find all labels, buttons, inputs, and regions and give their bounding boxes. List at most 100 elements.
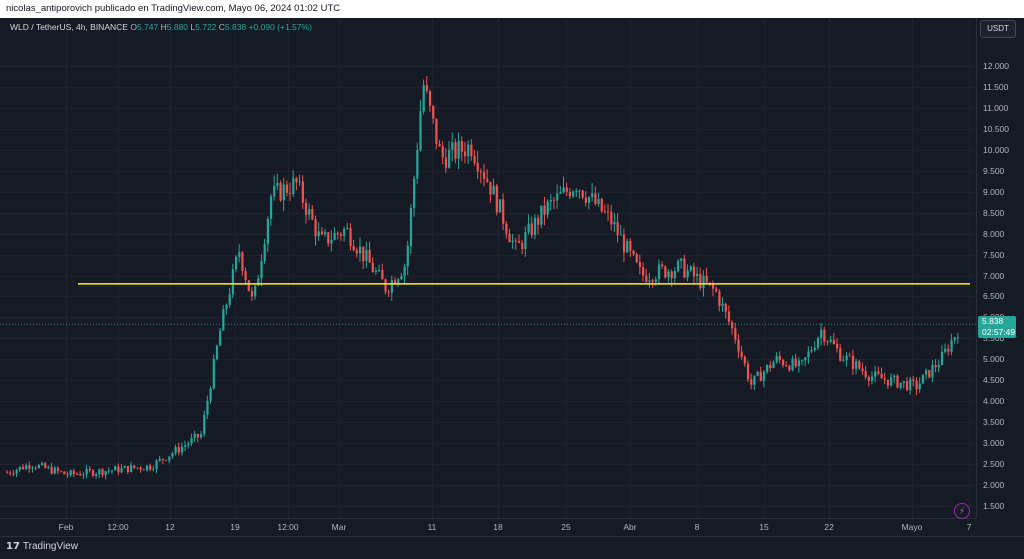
candle-body <box>110 470 114 472</box>
candle-body <box>136 467 139 469</box>
price-label: 11.500 <box>983 81 1009 92</box>
close-label: C <box>218 22 225 32</box>
candle-body <box>31 467 34 469</box>
candle-body <box>241 252 244 272</box>
grid-line <box>0 296 976 298</box>
price-label: 6.500 <box>983 291 1005 302</box>
grid-line <box>339 18 340 518</box>
candle-body <box>349 228 352 246</box>
candle-body <box>238 252 241 257</box>
candle-body <box>56 467 60 472</box>
candle-body <box>311 208 314 220</box>
grid-line <box>0 380 976 382</box>
candle-body <box>597 198 600 205</box>
candle-body <box>352 245 355 251</box>
candlestick-series <box>0 75 976 480</box>
candle-body <box>448 149 451 168</box>
candle-body <box>505 223 508 234</box>
grid-line <box>0 338 976 340</box>
price-label: 9.000 <box>983 186 1005 197</box>
candle-body <box>98 469 101 475</box>
candle-body <box>91 470 95 476</box>
candle-body <box>378 269 381 271</box>
candle-body <box>937 365 940 368</box>
grid-line <box>0 66 976 67</box>
candle-body <box>139 467 142 470</box>
candle-body <box>886 379 890 386</box>
candle-body <box>419 111 422 151</box>
candle-body <box>950 340 953 352</box>
candle-body <box>333 232 336 240</box>
grid-line <box>0 233 976 235</box>
currency-button[interactable]: USDT <box>980 20 1016 38</box>
candle-body <box>715 288 718 292</box>
candle-body <box>797 360 801 367</box>
candle-body <box>171 453 174 457</box>
price-scale[interactable] <box>976 18 1024 518</box>
grid-line <box>432 18 433 518</box>
candle-body <box>187 443 190 446</box>
candle-body <box>409 207 413 246</box>
candle-body <box>34 467 37 469</box>
candle-body <box>498 199 502 213</box>
candle-body <box>196 433 200 438</box>
current-price: 5.838 <box>982 316 1004 326</box>
low-label: L <box>190 22 196 32</box>
candle-body <box>925 369 928 375</box>
tradingview-logo-icon: 𝟭𝟳 <box>6 541 20 552</box>
grid-line <box>566 18 567 518</box>
candle-body <box>521 242 524 250</box>
candle-body <box>511 240 514 243</box>
low-value: 5.722 <box>195 22 217 32</box>
candle-body <box>848 355 851 357</box>
candle-body <box>756 371 759 376</box>
candle-body <box>15 469 18 474</box>
time-axis[interactable] <box>0 518 976 537</box>
price-label: 5.500 <box>983 333 1005 344</box>
candle-body <box>12 473 15 475</box>
candle-body <box>123 466 126 468</box>
bar-countdown: 02:57:49 <box>982 327 1016 337</box>
candle-body <box>746 363 750 380</box>
time-label: Feb <box>58 522 74 532</box>
candle-body <box>826 341 829 343</box>
candle-body <box>250 290 254 297</box>
chart-pane[interactable] <box>0 18 976 518</box>
candle-body <box>918 383 921 390</box>
candle-body <box>696 273 699 277</box>
candle-body <box>247 280 250 291</box>
candle-body <box>130 465 133 473</box>
candle-body <box>330 239 333 244</box>
candle-body <box>114 466 117 471</box>
candle-body <box>104 471 107 476</box>
candle-body <box>9 472 12 474</box>
tradingview-brand[interactable]: 𝟭𝟳 TradingView <box>6 541 78 552</box>
candle-body <box>502 199 505 224</box>
lightning-icon[interactable]: ⚡ <box>954 503 970 519</box>
candle-body <box>670 271 673 279</box>
grid-line <box>288 18 289 518</box>
candle-body <box>460 140 463 152</box>
candle-body <box>651 280 654 283</box>
symbol-legend: WLD / TetherUS, 4h, BINANCE O5.747 H5.88… <box>10 22 312 32</box>
candle-body <box>899 382 902 388</box>
candle-body <box>530 223 533 236</box>
candle-body <box>393 280 397 285</box>
grid-line <box>0 317 976 319</box>
time-label: 18 <box>493 522 503 532</box>
candle-body <box>53 467 56 474</box>
candle-body <box>807 351 810 358</box>
candle-body <box>346 228 349 229</box>
candle-body <box>152 468 155 470</box>
candle-body <box>928 369 931 378</box>
candle-body <box>63 471 66 475</box>
time-label: Mayo <box>901 522 923 532</box>
candle-body <box>400 275 403 280</box>
candle-body <box>336 232 339 235</box>
candle-body <box>387 291 390 293</box>
candle-body <box>444 157 448 168</box>
candle-body <box>835 344 839 349</box>
price-label: 4.000 <box>983 396 1005 407</box>
candle-body <box>6 472 9 474</box>
candle-body <box>285 184 289 193</box>
